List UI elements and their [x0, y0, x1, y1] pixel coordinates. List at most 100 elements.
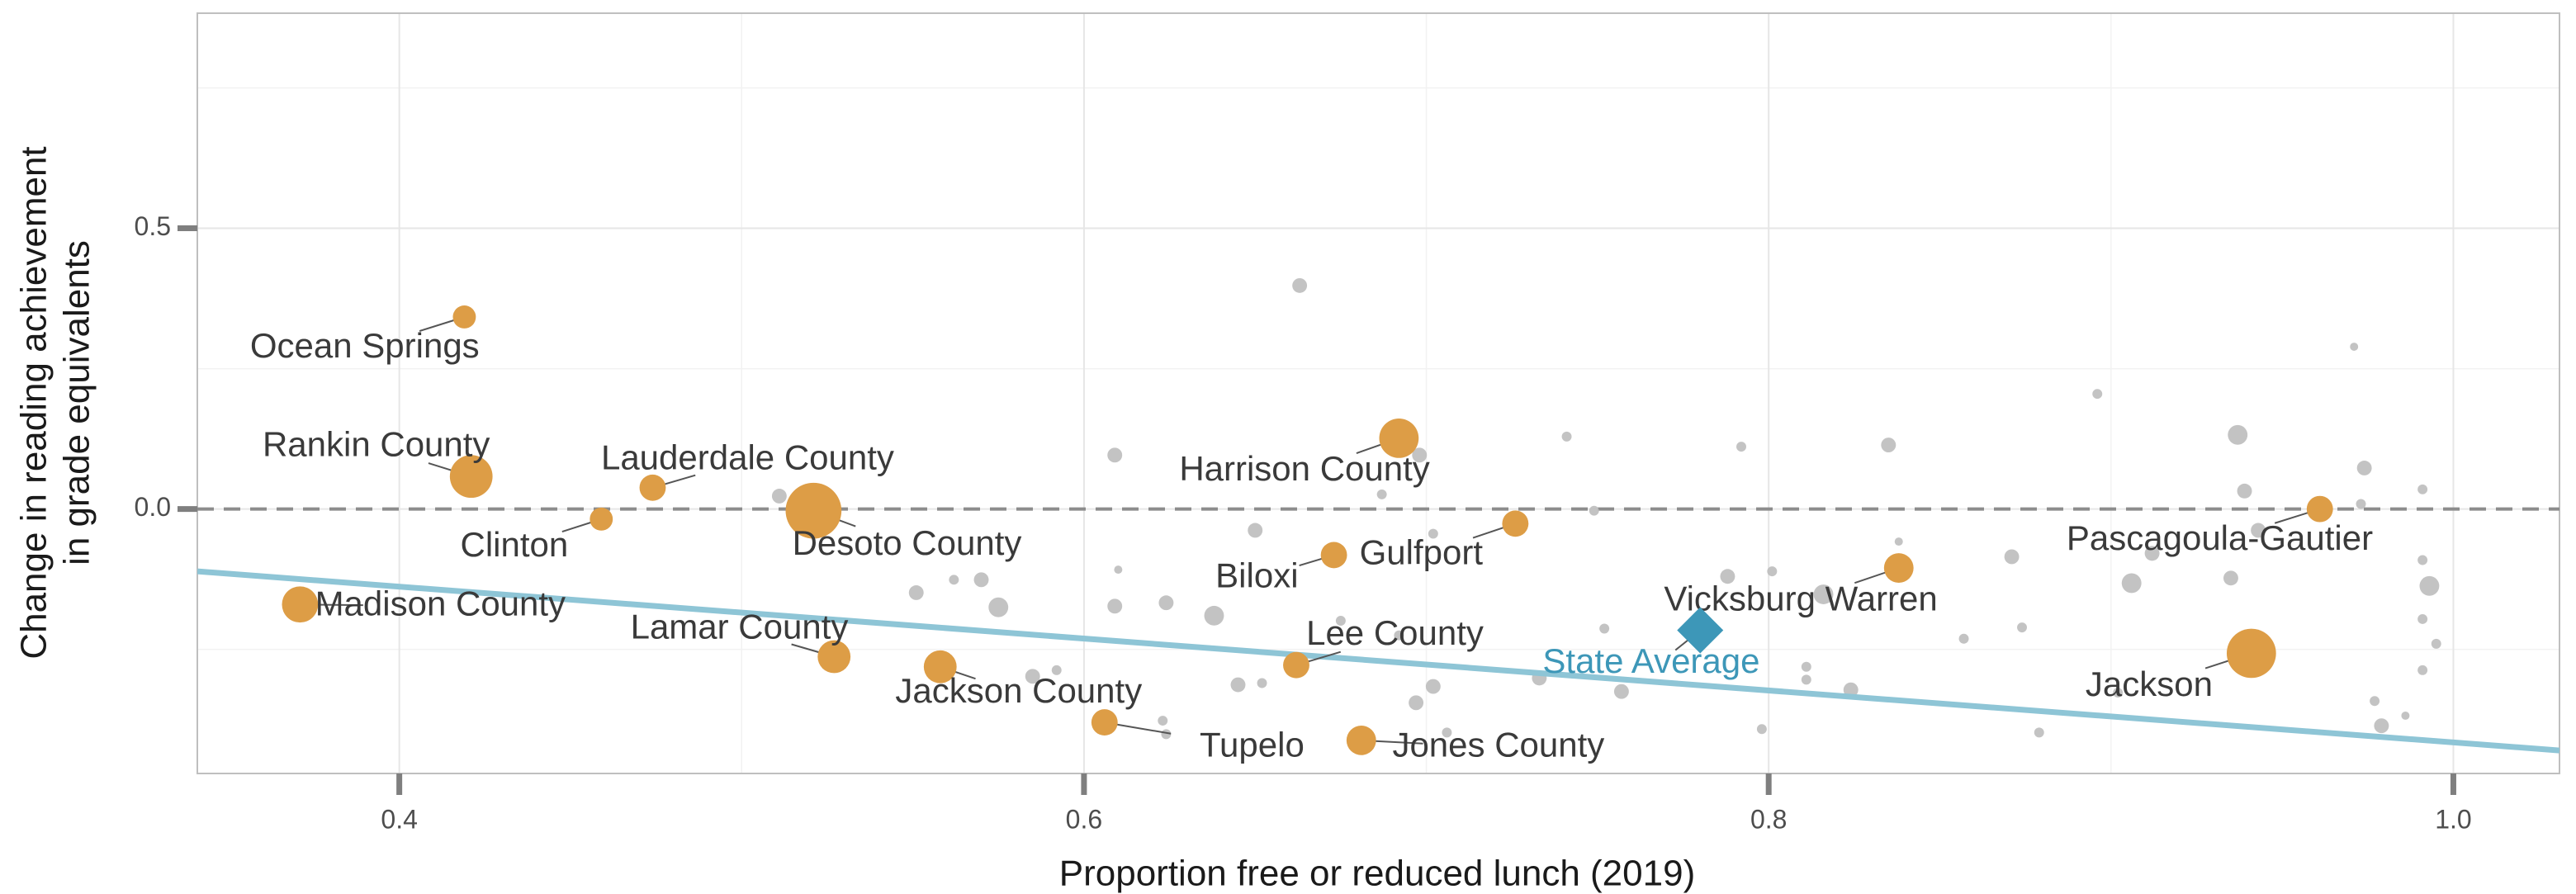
point: [1756, 724, 1767, 735]
highlight-point: [1883, 553, 1914, 583]
point-label: Jackson County: [895, 671, 1142, 710]
point: [1843, 682, 1859, 698]
point: [2237, 483, 2252, 499]
point-label: Gulfport: [1360, 533, 1484, 572]
point: [1394, 630, 1404, 641]
point: [2356, 461, 2372, 475]
highlight-point: [1283, 651, 1309, 679]
x-tick-label: 0.8: [1750, 804, 1787, 834]
point: [2034, 727, 2044, 738]
point-label: Desoto County: [793, 523, 1022, 562]
point: [973, 572, 989, 588]
point: [1425, 679, 1441, 694]
point: [2228, 424, 2248, 445]
point: [2144, 546, 2160, 561]
point: [2251, 523, 2266, 538]
point: [1230, 677, 1246, 693]
point: [2419, 575, 2440, 596]
point-label: Jones County: [1392, 726, 1604, 764]
point-label: Ocean Springs: [250, 326, 480, 365]
point: [1248, 523, 1263, 538]
point: [1158, 595, 1174, 611]
point: [1107, 447, 1123, 463]
point-label: Jackson: [2086, 665, 2213, 703]
point: [1442, 727, 1452, 738]
y-axis-title: in grade equivalents: [57, 240, 97, 565]
point: [2092, 389, 2103, 400]
y-axis-title: Change in reading achievement: [14, 146, 54, 659]
point: [1292, 277, 1308, 293]
point-label: Harrison County: [1179, 449, 1429, 488]
point-label: Lauderdale County: [601, 438, 894, 476]
point-label: Biloxi: [1215, 556, 1298, 595]
point: [1894, 537, 1903, 546]
point: [2370, 696, 2380, 707]
point: [2350, 343, 2359, 352]
point: [2017, 622, 2027, 633]
plot-background: [197, 13, 2559, 773]
point-label: Madison County: [315, 584, 566, 622]
point: [1813, 584, 1834, 604]
x-axis-title: Proportion free or reduced lunch (2019): [1059, 854, 1695, 894]
point: [2431, 638, 2441, 649]
point: [1051, 665, 1062, 675]
point: [1335, 616, 1346, 626]
highlight-point: [639, 474, 666, 501]
highlight-point: [1320, 542, 1347, 569]
highlight-point: [2226, 628, 2276, 679]
highlight-point: [1379, 419, 1419, 458]
point: [1801, 661, 1811, 672]
point: [949, 575, 959, 585]
highlight-point: [1346, 725, 1376, 755]
point: [2417, 555, 2428, 565]
highlight-point: [590, 507, 613, 531]
point: [1158, 716, 1168, 726]
point: [1376, 489, 1387, 499]
state-average-marker: [1677, 607, 1724, 654]
point: [988, 597, 1009, 617]
point: [1428, 528, 1438, 539]
point: [1589, 505, 1599, 516]
point: [1409, 695, 1424, 711]
point: [1958, 633, 1969, 644]
point-label: Lee County: [1306, 613, 1484, 652]
point: [1025, 669, 1040, 684]
state-average-label: State Average: [1542, 641, 1759, 680]
point: [2417, 665, 2428, 675]
point-label: Pascagoula-Gautier: [2067, 518, 2373, 557]
point: [1736, 442, 1746, 452]
point: [1257, 678, 1267, 688]
point: [771, 489, 787, 504]
x-tick-label: 0.4: [381, 804, 417, 834]
point: [1114, 565, 1123, 575]
point: [1412, 447, 1428, 463]
point: [2374, 718, 2389, 734]
point: [1107, 598, 1123, 614]
point: [2223, 570, 2238, 586]
point: [2417, 484, 2428, 494]
plot-border: [197, 12, 2560, 774]
highlight-point: [452, 305, 476, 329]
point: [1801, 674, 1811, 685]
point: [2113, 688, 2124, 698]
point: [1204, 605, 1224, 626]
point: [2356, 499, 2366, 509]
point: [1561, 431, 1572, 442]
highlight-point: [1502, 510, 1529, 537]
highlight-point: [923, 650, 957, 684]
point-label: Lamar County: [631, 607, 849, 646]
point: [1881, 438, 1896, 453]
point-label: Vicksburg Warren: [1664, 579, 1937, 617]
point-label: Tupelo: [1200, 726, 1305, 764]
x-tick-label: 0.6: [1066, 804, 1102, 834]
point: [908, 585, 924, 600]
highlight-point: [449, 455, 493, 499]
highlight-point: [2306, 495, 2333, 523]
highlight-point: [282, 586, 319, 623]
highlight-point: [817, 640, 851, 674]
point-label: Rankin County: [263, 424, 490, 463]
point: [2401, 711, 2410, 720]
point: [1599, 623, 1610, 634]
y-tick-label: 0.5: [135, 211, 171, 241]
